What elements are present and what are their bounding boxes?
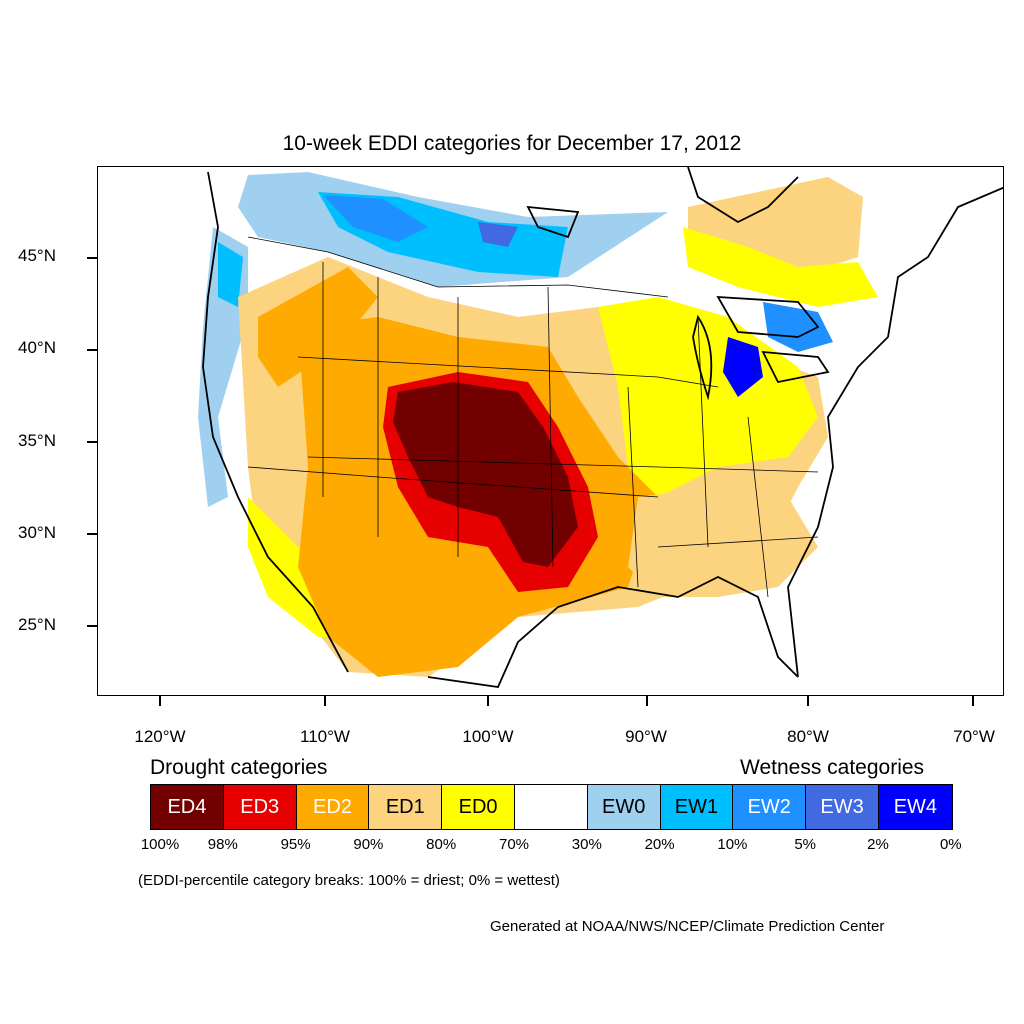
lon-label-110w: 110°W [300,727,350,746]
percentile-label: 90% [353,836,384,853]
lon-label-70w: 70°W [953,727,995,746]
region-ew4-great-lakes [723,337,763,397]
wetness-categories-heading: Wetness categories [740,756,925,779]
legend-box-ed0: ED0 [442,785,515,829]
lon-tick [487,696,489,706]
category-regions [198,172,878,677]
state-boundaries [247,236,819,598]
legend-box-ed4: ED4 [151,785,224,829]
percentile-label: 20% [644,836,675,853]
lat-tick [87,257,97,259]
lon-tick [324,696,326,706]
region-ed2-west [258,267,378,387]
lat-tick [87,533,97,535]
region-ed4-plains [393,382,578,567]
percentile-label: 0% [939,836,962,853]
map-title: 10-week EDDI categories for December 17,… [282,132,742,155]
lat-tick [87,625,97,627]
lat-label-25n: 25°N [18,615,56,634]
map-plot-area [97,166,1004,696]
legend-box-ew2: EW2 [733,785,807,829]
lon-tick [972,696,974,706]
lat-tick [87,349,97,351]
percentile-label: 98% [207,836,238,853]
percentile-label: 80% [426,836,457,853]
legend-box-ed3: ED3 [223,785,297,829]
region-ed1-southeast [628,487,818,597]
lat-tick [87,441,97,443]
legend-box-ew4: EW4 [878,785,952,829]
region-ed0-northeast [683,227,878,307]
percentile-label: 2% [867,836,889,853]
percentile-label: 10% [717,836,748,853]
credit-line: Generated at NOAA/NWS/NCEP/Climate Predi… [490,918,885,935]
eddi-map [198,167,1003,688]
percentile-label: 30% [571,836,602,853]
lon-tick [646,696,648,706]
legend-box-ew0: EW0 [587,785,661,829]
category-legend: ED4 ED3 ED2 ED1 ED0 EW0 EW1 EW2 EW3 EW4 [150,784,953,830]
percentile-label: 70% [498,836,530,853]
region-ew2-north [323,195,428,242]
lon-label-90w: 90°W [625,727,667,746]
percentile-label: 5% [794,836,817,853]
region-ew1-northwest [218,242,243,307]
legend-box-ew3: EW3 [806,785,879,829]
drought-categories-heading: Drought categories [150,756,328,779]
region-ew3-north [478,222,518,247]
coastlines [202,167,1003,688]
lat-label-35n: 35°N [18,431,56,450]
percentile-label: 95% [280,836,311,853]
lon-tick [807,696,809,706]
lat-label-40n: 40°N [18,338,56,357]
legend-box-ed1: ED1 [369,785,443,829]
legend-box-ed2: ED2 [296,785,370,829]
legend-box-ew1: EW1 [660,785,734,829]
legend-box-normal [514,785,588,829]
category-note: (EDDI-percentile category breaks: 100% =… [138,872,560,889]
lon-label-100w: 100°W [462,727,514,746]
lat-label-30n: 30°N [18,523,56,542]
lon-tick [159,696,161,706]
lon-label-120w: 120°W [134,727,186,746]
region-ew2-northeast [763,302,833,352]
lat-label-45n: 45°N [18,246,56,265]
lon-label-80w: 80°W [787,727,829,746]
percentile-label: 100% [140,836,180,853]
